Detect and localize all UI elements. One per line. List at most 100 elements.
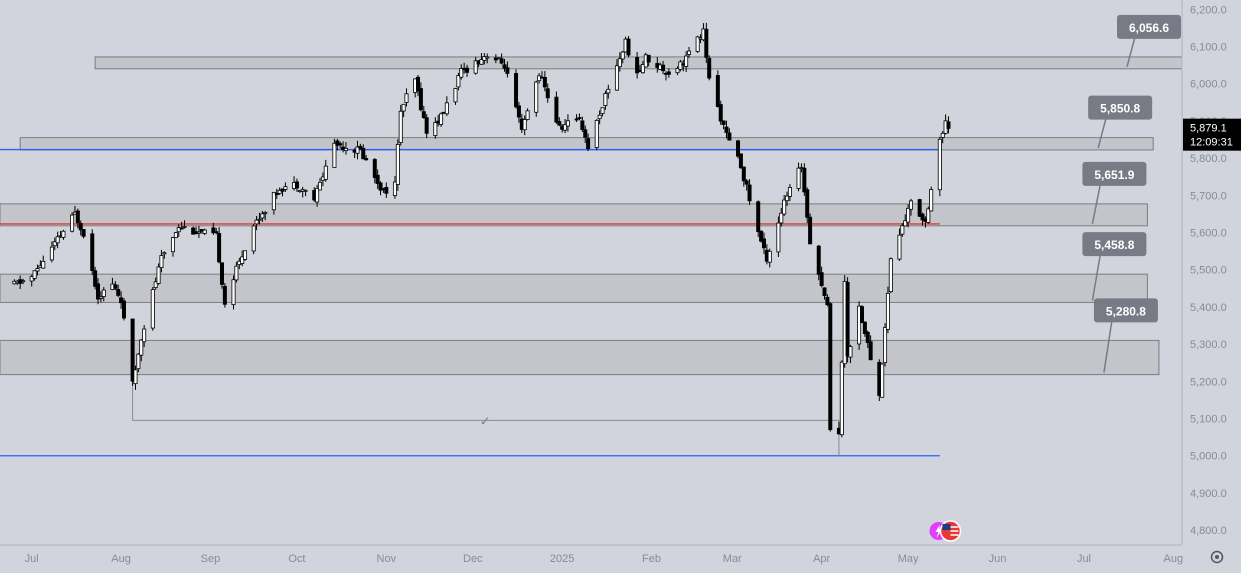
zone-box[interactable]	[0, 339, 1160, 376]
candle-body	[364, 157, 369, 161]
candle-body	[231, 279, 236, 306]
candle-body	[214, 231, 219, 234]
candle-body	[785, 195, 790, 202]
candle-body	[318, 181, 323, 191]
zone-box[interactable]	[0, 203, 1148, 227]
gear-hub	[1215, 555, 1219, 559]
candle-body	[361, 147, 366, 160]
time-tick-label: Sep	[201, 553, 221, 565]
price-tick-label: 5,400.0	[1190, 302, 1227, 314]
candles-layer	[12, 22, 951, 438]
candle-body	[617, 58, 622, 68]
candle-body	[707, 57, 712, 79]
candle-body	[156, 266, 161, 284]
candle-body	[90, 233, 95, 271]
candle-body	[897, 234, 902, 260]
candle-body	[718, 104, 723, 122]
zone-label-box[interactable]	[1117, 14, 1181, 39]
gear-ring	[1210, 550, 1224, 564]
candle-body	[514, 73, 519, 108]
candle-body	[136, 353, 141, 370]
candle-body	[439, 113, 444, 125]
time-tick-label: Mar	[723, 553, 742, 565]
candle-body	[678, 61, 683, 70]
candle-body	[620, 51, 625, 60]
candle-body	[121, 300, 126, 319]
zone-price-label: 5,280.8	[1106, 304, 1146, 318]
candle-body	[635, 57, 640, 74]
candle-body	[554, 96, 559, 123]
candle-body	[133, 369, 138, 385]
price-tick-label: 5,500.0	[1190, 265, 1227, 277]
zone-price-label: 6,056.6	[1129, 21, 1169, 35]
candle-body	[323, 165, 328, 180]
zone-label-box[interactable]	[1088, 95, 1153, 120]
price-tick-label: 5,200.0	[1190, 376, 1227, 388]
time-tick-label: Jul	[1077, 553, 1091, 565]
candle-body	[55, 236, 60, 244]
candle-body	[646, 54, 651, 63]
candle-body	[416, 76, 421, 92]
candle-body	[170, 237, 175, 253]
candle-body	[767, 250, 772, 263]
candle-body	[243, 250, 248, 260]
zone-box[interactable]	[0, 273, 1148, 303]
candle-body	[802, 167, 807, 193]
candle-body	[880, 363, 885, 398]
zone-label-box[interactable]	[1082, 232, 1147, 257]
candle-body	[456, 75, 461, 88]
candle-body	[222, 285, 227, 305]
candle-body	[903, 220, 908, 227]
candle-body	[816, 245, 821, 275]
time-tick-label: Aug	[111, 553, 131, 565]
candle-body	[626, 38, 631, 56]
settings-gear-icon[interactable]	[1210, 550, 1224, 564]
candle-body	[744, 180, 749, 185]
price-tick-label: 5,600.0	[1190, 228, 1227, 240]
candle-body	[808, 216, 813, 245]
candle-body	[594, 120, 599, 148]
candle-body	[542, 76, 547, 88]
time-tick-label: Aug	[1164, 553, 1184, 565]
candle-body	[459, 68, 464, 78]
candle-body	[240, 256, 245, 264]
candle-body	[868, 341, 873, 361]
candle-body	[583, 129, 588, 138]
candle-body	[779, 212, 784, 224]
date-range-bracket[interactable]	[132, 386, 840, 456]
candle-body	[404, 93, 409, 103]
candle-body	[179, 227, 184, 230]
candle-body	[81, 229, 86, 237]
price-tick-label: 5,700.0	[1190, 190, 1227, 202]
current-price-tag[interactable]	[1183, 118, 1241, 151]
candle-body	[191, 227, 196, 235]
candle-body	[70, 214, 75, 232]
lines-layer: ✓	[0, 148, 940, 457]
candle-body	[721, 120, 726, 125]
candle-body	[61, 230, 66, 238]
candle-body	[355, 146, 360, 154]
candle-body	[260, 213, 265, 219]
candle-body	[687, 50, 692, 55]
candle-body	[338, 143, 343, 146]
candle-body	[565, 120, 570, 127]
candle-body	[828, 303, 833, 431]
us-flag-icon[interactable]	[939, 520, 962, 542]
zone-label-box[interactable]	[1093, 298, 1158, 323]
price-tick-label: 5,800.0	[1190, 153, 1227, 165]
candle-body	[675, 67, 680, 74]
candle-body	[926, 208, 931, 223]
zone-label-box[interactable]	[1082, 161, 1147, 186]
candle-body	[119, 297, 124, 304]
candle-body	[917, 199, 922, 217]
candle-body	[940, 132, 945, 138]
candle-body	[211, 227, 216, 234]
time-tick-label: Feb	[642, 553, 661, 565]
candle-body	[485, 56, 490, 59]
zones-layer	[0, 56, 1183, 376]
candle-body	[819, 272, 824, 286]
candle-body	[274, 192, 279, 196]
candle-body	[499, 58, 504, 64]
candle-body	[600, 107, 605, 114]
